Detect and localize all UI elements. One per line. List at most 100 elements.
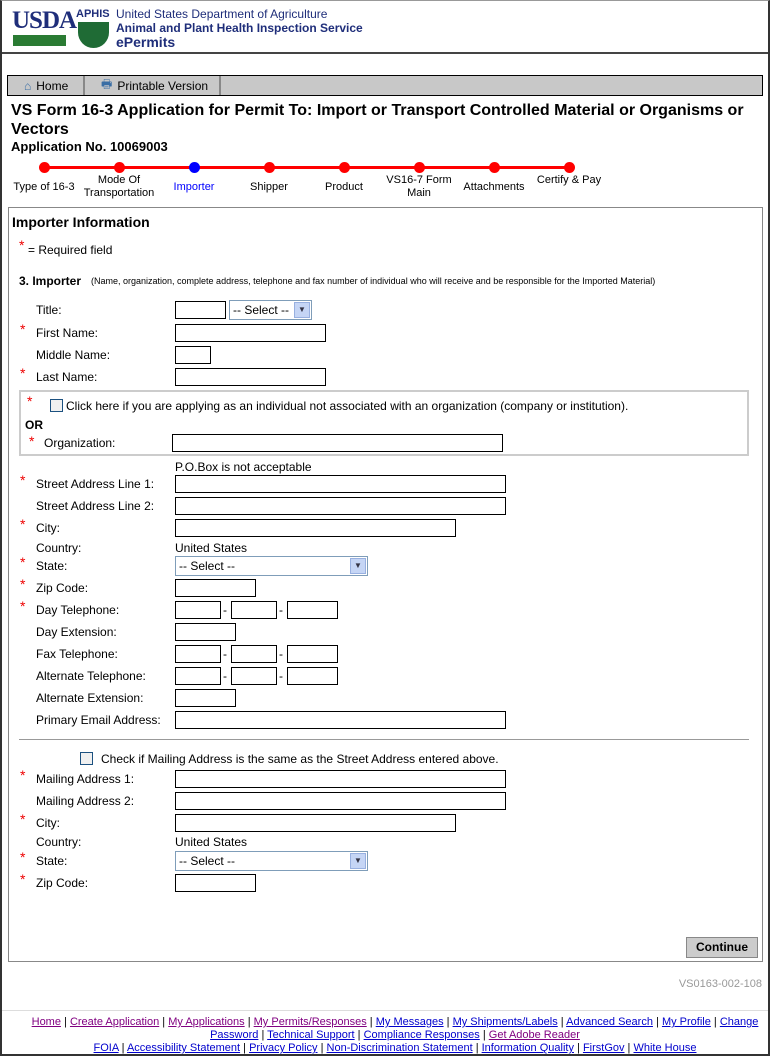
state-select[interactable]: -- Select -- ▼ [175, 851, 368, 871]
organization-group [19, 390, 749, 456]
footer-link[interactable]: Get Adobe Reader [488, 1029, 580, 1041]
middle-label: Middle Name: [36, 348, 111, 362]
required-note: = Required field [28, 243, 113, 257]
required-asterisk: * [20, 849, 26, 865]
footer-link[interactable]: Technical Support [267, 1029, 355, 1041]
mail2-input[interactable] [175, 792, 506, 810]
step-dot [189, 162, 200, 173]
footer-link[interactable]: Privacy Policy [249, 1042, 318, 1054]
state-label: State: [36, 559, 68, 573]
organization-input[interactable] [172, 434, 503, 452]
fax-input-1[interactable] [175, 645, 221, 663]
required-asterisk: * [20, 472, 26, 488]
day-ext-input[interactable] [175, 623, 236, 641]
individual-checkbox[interactable] [50, 399, 63, 412]
step-dot [414, 162, 425, 173]
select-value: -- Select -- [179, 854, 236, 868]
footer-link[interactable]: My Shipments/Labels [452, 1016, 558, 1028]
required-asterisk: * [20, 767, 26, 783]
zip-input[interactable] [175, 579, 256, 597]
step-dot [564, 162, 575, 173]
street2-label: Street Address Line 2: [36, 499, 155, 513]
city-input[interactable] [175, 814, 456, 832]
same-address-checkbox[interactable] [80, 752, 93, 765]
country-value: United States [175, 835, 248, 849]
title-select[interactable]: -- Select -- ▼ [229, 300, 312, 320]
zip-input[interactable] [175, 874, 256, 892]
alt-tel-input-2[interactable] [231, 667, 277, 685]
step-label[interactable]: Importer [173, 181, 215, 193]
chevron-down-icon: ▼ [294, 302, 310, 318]
state-select[interactable]: -- Select -- ▼ [175, 556, 368, 576]
footer-link[interactable]: Accessibility Statement [126, 1042, 241, 1054]
step-label[interactable]: Certify & Pay [536, 174, 602, 186]
alt-ext-input[interactable] [175, 689, 236, 707]
footer-link[interactable]: My Applications [168, 1016, 245, 1028]
footer-link[interactable]: Home [31, 1016, 61, 1028]
street2-input[interactable] [175, 497, 506, 515]
toolbar: ⌂ Home 🖶 Printable Version [7, 75, 763, 96]
step-label[interactable]: Shipper [250, 181, 288, 193]
footer-link[interactable]: Advanced Search [566, 1016, 653, 1028]
state-label: State: [36, 854, 68, 868]
day-ext-label: Day Extension: [36, 625, 117, 639]
printer-icon: 🖶 [101, 77, 113, 91]
fax-label: Fax Telephone: [36, 647, 118, 661]
day-tel-input-3[interactable] [287, 601, 338, 619]
usda-logo: USDA [12, 7, 77, 34]
last-input[interactable] [175, 368, 326, 386]
footer-link[interactable]: My Permits/Responses [253, 1016, 367, 1028]
footer-link[interactable]: Change Password [210, 1016, 759, 1041]
agency-name: United States Department of Agriculture [116, 7, 328, 21]
home-button[interactable]: ⌂ Home [8, 76, 85, 95]
pobox-note: P.O.Box is not acceptable [175, 460, 312, 474]
day-tel-label: Day Telephone: [36, 603, 120, 617]
footer-link[interactable]: Non-Discrimination Statement [326, 1042, 473, 1054]
step-label[interactable]: Attachments [463, 181, 525, 193]
print-label: Printable Version [117, 78, 209, 93]
fax-input-3[interactable] [287, 645, 338, 663]
continue-button[interactable]: Continue [686, 937, 758, 958]
day-tel-input-2[interactable] [231, 601, 277, 619]
city-label: City: [36, 521, 60, 535]
footer-link[interactable]: Compliance Responses [363, 1029, 480, 1041]
aphis-shield-icon [78, 22, 109, 48]
first-input[interactable] [175, 324, 326, 342]
page-title: VS Form 16-3 Application for Permit To: … [11, 102, 744, 138]
footer-link[interactable]: FOIA [93, 1042, 119, 1054]
day-tel-input-1[interactable] [175, 601, 221, 619]
step-label[interactable]: VS16-7 Form Main [386, 174, 452, 199]
step-label[interactable]: Product [325, 181, 363, 193]
street1-input[interactable] [175, 475, 506, 493]
required-asterisk: * [20, 576, 26, 592]
step-label[interactable]: Mode Of Transportation [83, 174, 155, 199]
footer-link[interactable]: Create Application [69, 1016, 160, 1028]
header-divider [0, 52, 770, 54]
footer-links: Home | Create Application | My Applicati… [31, 1016, 759, 1054]
city-input[interactable] [175, 519, 456, 537]
chevron-down-icon: ▼ [350, 558, 366, 574]
printable-version-button[interactable]: 🖶 Printable Version [85, 76, 221, 95]
fax-input-2[interactable] [231, 645, 277, 663]
footer-link[interactable]: FirstGov [582, 1042, 625, 1054]
home-label: Home [36, 78, 69, 93]
section-heading: Importer Information [12, 214, 150, 230]
step-label[interactable]: Type of 16-3 [13, 181, 75, 193]
city-label: City: [36, 816, 60, 830]
importer-note: (Name, organization, complete address, t… [91, 276, 656, 286]
middle-input[interactable] [175, 346, 211, 364]
mail1-input[interactable] [175, 770, 506, 788]
email-input[interactable] [175, 711, 506, 729]
footer-link[interactable]: My Messages [375, 1016, 444, 1028]
step-dot [339, 162, 350, 173]
footer-link[interactable]: Information Quality [481, 1042, 574, 1054]
alt-tel-input-1[interactable] [175, 667, 221, 685]
service-name: Animal and Plant Health Inspection Servi… [116, 21, 363, 35]
title-input[interactable] [175, 301, 226, 319]
alt-tel-input-3[interactable] [287, 667, 338, 685]
organization-label: Organization: [44, 436, 116, 450]
application-number: Application No. 10069003 [11, 139, 168, 154]
alt-tel-label: Alternate Telephone: [36, 669, 146, 683]
footer-link[interactable]: My Profile [661, 1016, 711, 1028]
footer-link[interactable]: White House [633, 1042, 697, 1054]
